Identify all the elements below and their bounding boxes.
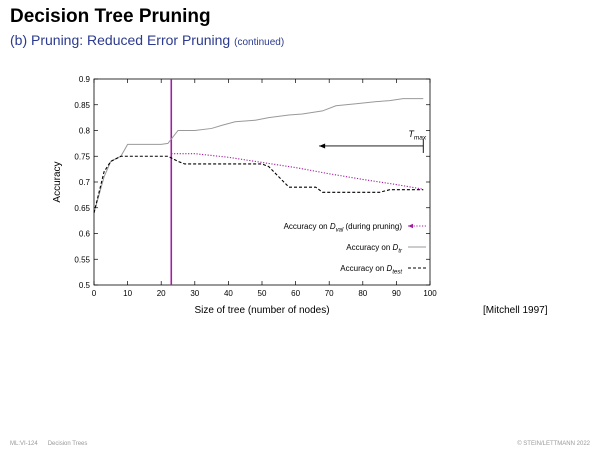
- y-tick-label: 0.75: [74, 152, 90, 161]
- y-tick-label: 0.85: [74, 101, 90, 110]
- series-line: [93, 155, 424, 214]
- x-tick-label: 50: [258, 289, 267, 298]
- series-line: [171, 153, 424, 190]
- legend-label: Accuracy on Dtr: [346, 243, 403, 255]
- y-tick-label: 0.55: [74, 255, 90, 264]
- slide-title: Decision Tree Pruning: [10, 6, 211, 27]
- x-tick-label: 90: [392, 289, 401, 298]
- x-tick-label: 30: [190, 289, 199, 298]
- y-tick-label: 0.5: [79, 281, 91, 290]
- x-tick-label: 100: [423, 289, 437, 298]
- y-axis-label: Accuracy: [52, 161, 63, 202]
- legend-label: Accuracy on Dval (during pruning): [284, 222, 403, 234]
- y-tick-label: 0.9: [79, 75, 91, 84]
- subtitle-note: (continued): [234, 37, 285, 48]
- series-line: [93, 98, 424, 214]
- x-tick-label: 0: [92, 289, 97, 298]
- y-tick-label: 0.65: [74, 204, 90, 213]
- y-tick-label: 0.8: [79, 127, 91, 136]
- subtitle-text: (b) Pruning: Reduced Error Pruning: [10, 32, 231, 48]
- x-tick-label: 80: [358, 289, 367, 298]
- tmax-arrow-head: [319, 143, 326, 149]
- y-tick-label: 0.7: [79, 178, 91, 187]
- x-tick-label: 40: [224, 289, 233, 298]
- x-tick-label: 20: [157, 289, 166, 298]
- citation: [Mitchell 1997]: [483, 305, 548, 316]
- tmax-label: Tmax: [408, 129, 427, 142]
- legend-swatch-arrowhead: [408, 223, 413, 229]
- footer-id: ML:VI-124: [10, 441, 38, 447]
- slide-subtitle: (b) Pruning: Reduced Error Pruning (cont…: [10, 32, 284, 48]
- footer-left: ML:VI-124 Decision Trees: [10, 441, 87, 447]
- x-tick-label: 60: [291, 289, 300, 298]
- footer-copyright: © STEIN/LETTMANN 2022: [517, 441, 590, 447]
- footer-topic: Decision Trees: [47, 441, 88, 447]
- x-tick-label: 70: [325, 289, 334, 298]
- x-tick-label: 10: [123, 289, 132, 298]
- x-axis-label: Size of tree (number of nodes): [194, 305, 329, 316]
- legend-label: Accuracy on Dtest: [340, 264, 402, 276]
- y-tick-label: 0.6: [79, 230, 91, 239]
